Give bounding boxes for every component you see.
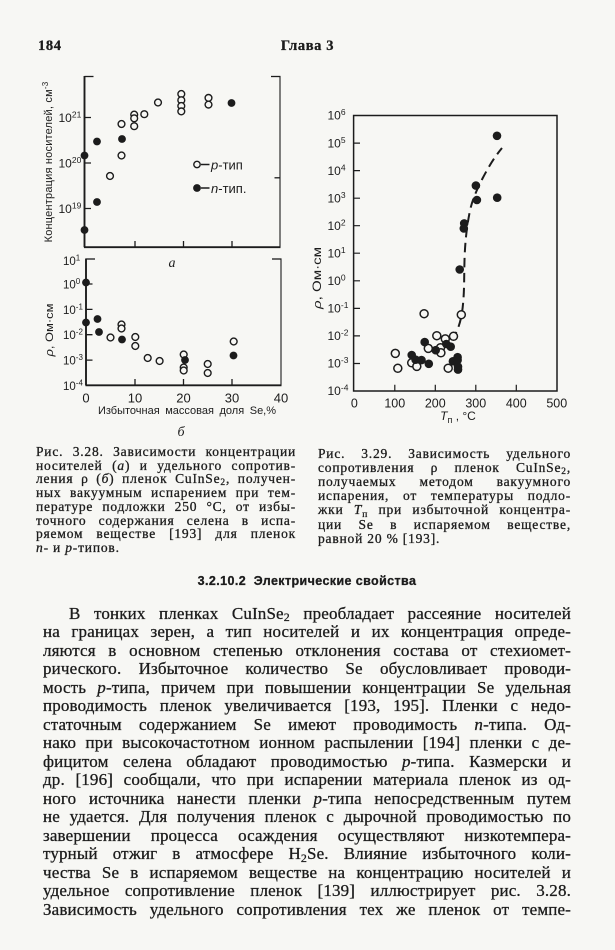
svg-text:30: 30 <box>225 391 239 406</box>
svg-text:n-тип.: n-тип. <box>211 181 246 196</box>
svg-text:1020: 1020 <box>59 155 82 171</box>
svg-text:100: 100 <box>63 277 81 292</box>
svg-text:10-1: 10-1 <box>328 300 349 316</box>
svg-text:20: 20 <box>176 391 190 406</box>
svg-text:0: 0 <box>82 391 89 406</box>
svg-text:10-2: 10-2 <box>63 328 83 343</box>
svg-text:100: 100 <box>384 397 405 411</box>
svg-text:10-4: 10-4 <box>328 383 349 399</box>
svg-text:10: 10 <box>128 391 142 406</box>
svg-text:105: 105 <box>328 135 346 151</box>
svg-text:Избыточная массовая доля Se,%: Избыточная массовая доля Se,% <box>98 405 276 417</box>
svg-text:40: 40 <box>274 391 288 406</box>
svg-text:p-тип: p-тип <box>210 158 243 173</box>
svg-text:10-2: 10-2 <box>328 328 349 344</box>
svg-text:а: а <box>169 256 176 271</box>
svg-text:10-4: 10-4 <box>63 378 83 393</box>
svg-text:102: 102 <box>328 217 346 233</box>
svg-text:400: 400 <box>506 397 527 411</box>
svg-text:10-3: 10-3 <box>328 355 349 371</box>
svg-text:ρ, Ом·см: ρ, Ом·см <box>44 304 56 358</box>
svg-text:300: 300 <box>465 397 486 411</box>
svg-text:Tп , °C: Tп , °C <box>440 409 476 425</box>
svg-text:0: 0 <box>351 397 358 411</box>
svg-text:106: 106 <box>328 107 346 123</box>
svg-text:1021: 1021 <box>59 110 82 126</box>
svg-text:10-3: 10-3 <box>63 353 83 368</box>
svg-text:б: б <box>177 425 185 440</box>
svg-text:104: 104 <box>328 162 346 178</box>
svg-text:500: 500 <box>546 397 567 411</box>
svg-text:101: 101 <box>328 245 346 261</box>
svg-text:100: 100 <box>328 273 346 289</box>
svg-text:200: 200 <box>425 397 446 411</box>
svg-text:103: 103 <box>328 190 346 206</box>
svg-text:101: 101 <box>63 254 81 269</box>
svg-text:Концентрация носителей, см-3: Концентрация носителей, см-3 <box>41 81 55 242</box>
svg-text:ρ, Ом·см: ρ, Ом·см <box>312 247 324 310</box>
svg-text:10-1: 10-1 <box>63 302 83 317</box>
svg-text:1019: 1019 <box>59 201 82 217</box>
